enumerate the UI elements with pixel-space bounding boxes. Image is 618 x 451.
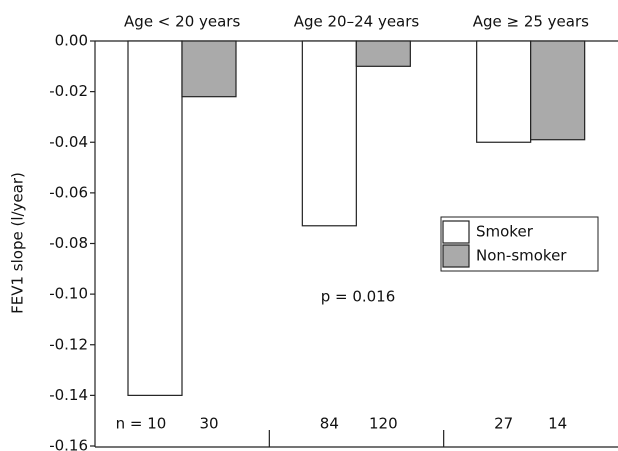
bar [127,40,183,396]
y-tick-label: -0.02 [49,82,88,100]
legend-label: Non-smoker [476,247,567,265]
y-tick-label: -0.06 [49,183,88,201]
category-label: Age < 20 years [124,13,240,31]
bar [530,40,586,141]
bar [301,40,357,227]
y-axis-label: FEV1 slope (l/year) [9,172,27,314]
category-label: Age ≥ 25 years [473,13,589,31]
bar [355,40,411,67]
sample-size-label: 27 [494,415,513,433]
legend-swatch [442,244,470,268]
y-tick-label: -0.12 [49,335,88,353]
sample-size-label: n = 10 [116,415,167,433]
sample-size-label: 30 [199,415,218,433]
sample-size-label: 14 [548,415,567,433]
y-tick-label: -0.08 [49,234,88,252]
y-tick-label: -0.16 [49,437,88,451]
sample-size-label: 120 [369,415,398,433]
y-tick-label: -0.04 [49,133,88,151]
legend-label: Smoker [476,223,534,241]
sample-size-label: 84 [320,415,339,433]
y-tick-label: -0.10 [49,285,88,303]
y-tick-label: 0.00 [55,32,88,50]
bar [181,40,237,98]
y-tick-label: -0.14 [49,386,88,404]
legend-swatch [442,220,470,244]
bar [476,40,532,143]
category-label: Age 20–24 years [294,13,420,31]
annotation: p = 0.016 [321,288,396,306]
